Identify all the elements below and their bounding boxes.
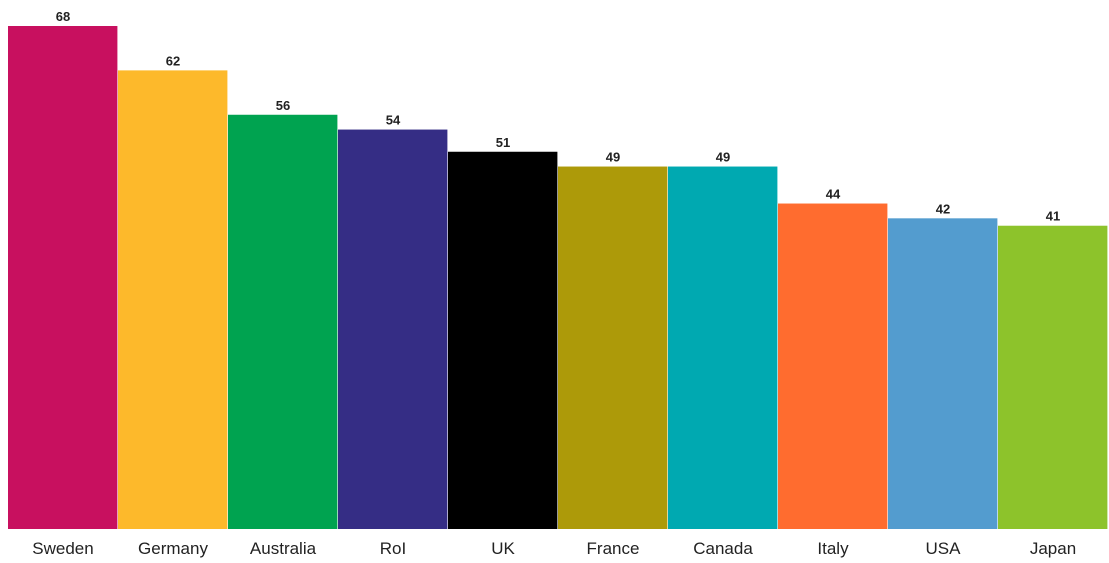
value-label-roi: 54 [386,113,401,128]
category-label-australia: Australia [250,539,317,558]
category-labels-group: Sweden Germany Australia RoI UK France Canada I… [32,539,1076,558]
bar-canada [668,166,778,530]
bar-sweden [8,26,118,529]
category-label-italy: Italy [817,539,849,558]
value-label-uk: 51 [496,135,510,150]
value-label-canada: 49 [716,150,730,165]
category-label-roi: RoI [380,539,406,558]
value-label-france: 49 [606,150,620,165]
category-label-usa: USA [926,539,962,558]
bars-group [8,26,1108,530]
bar-france [558,166,668,530]
value-label-japan: 41 [1046,209,1060,224]
value-label-usa: 42 [936,201,950,216]
category-label-france: France [587,539,640,558]
value-label-sweden: 68 [56,9,70,24]
category-label-uk: UK [491,539,515,558]
bar-australia [228,114,338,529]
bar-usa [888,218,998,529]
bar-japan [998,225,1108,529]
value-labels-group: 68 62 56 54 51 49 49 44 42 41 [56,9,1060,224]
value-label-germany: 62 [166,53,180,68]
value-label-italy: 44 [826,187,841,202]
bar-roi [338,129,448,529]
bar-uk [448,151,558,529]
category-label-japan: Japan [1030,539,1076,558]
category-label-canada: Canada [693,539,753,558]
bar-italy [778,203,888,529]
category-label-germany: Germany [138,539,208,558]
bar-germany [118,70,228,529]
value-label-australia: 56 [276,98,290,113]
category-label-sweden: Sweden [32,539,93,558]
